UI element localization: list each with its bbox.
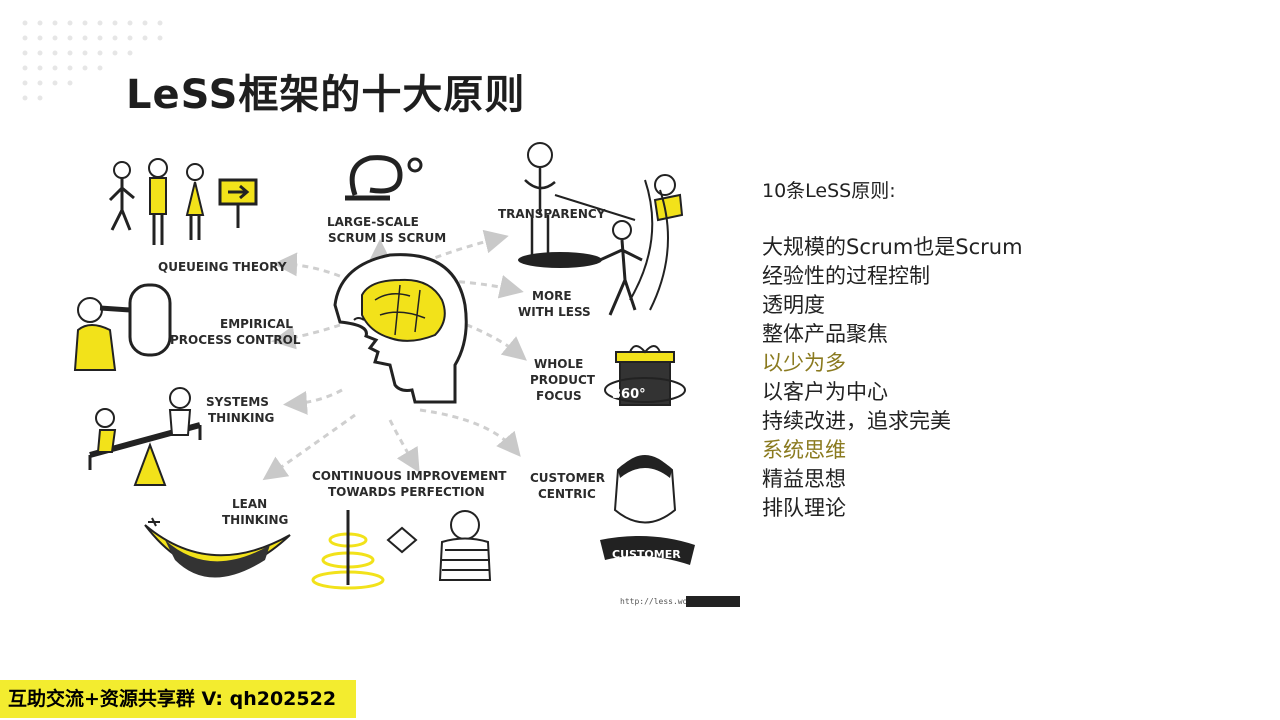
label-customer-2: CENTRIC: [538, 487, 596, 501]
label-empirical-1: EMPIRICAL: [220, 317, 293, 331]
principle-item: 持续改进，追求完美: [762, 409, 951, 433]
label-whole-product-1: WHOLE: [534, 357, 583, 371]
source-badge: [686, 596, 740, 607]
transparency-figure: [518, 142, 636, 268]
customer-figure: CUSTOMER: [600, 455, 695, 565]
label-transparency: TRANSPARENCY: [498, 207, 606, 221]
principle-item: 精益思想: [762, 467, 846, 491]
principle-item: 大规模的Scrum也是Scrum: [762, 235, 1023, 259]
continuous-improvement-figure: [311, 510, 492, 590]
label-whole-product-2: PRODUCT: [530, 373, 596, 387]
principles-list: 大规模的Scrum也是Scrum 经验性的过程控制 透明度 整体产品聚焦 以少为…: [762, 233, 1182, 523]
principle-item: 透明度: [762, 293, 825, 317]
principles-panel: 10条LeSS原则: 大规模的Scrum也是Scrum 经验性的过程控制 透明度…: [762, 176, 1182, 523]
principles-heading: 10条LeSS原则:: [762, 180, 896, 202]
label-lean-2: THINKING: [222, 513, 288, 527]
less-principles-illustration: 360° CUSTOMER QUEUEING THEORY LARGE-SCAL…: [70, 140, 750, 610]
label-whole-product-3: FOCUS: [536, 389, 582, 403]
label-customer-1: CUSTOMER: [530, 471, 605, 485]
scrum-cycle-icon: [345, 155, 423, 201]
gift-box-figure: 360°: [604, 345, 686, 406]
footer-banner: 互助交流+资源共享群 V: qh202522: [0, 680, 356, 718]
customer-banner-text: CUSTOMER: [612, 548, 681, 561]
label-empirical-2: PROCESS CONTROL: [170, 333, 301, 347]
label-more-less-2: WITH LESS: [518, 305, 591, 319]
queueing-figures: [108, 158, 258, 245]
label-queueing-theory: QUEUEING THEORY: [158, 260, 287, 274]
principle-item: 排队理论: [762, 496, 846, 520]
label-continuous-2: TOWARDS PERFECTION: [328, 485, 485, 499]
label-more-less-1: MORE: [532, 289, 572, 303]
source-url: http://less.works: [620, 597, 702, 606]
principle-item-highlighted: 系统思维: [762, 438, 846, 462]
label-continuous-1: CONTINUOUS IMPROVEMENT: [312, 469, 507, 483]
principle-item: 整体产品聚焦: [762, 322, 888, 346]
principle-item: 经验性的过程控制: [762, 264, 930, 288]
head-brain-figure: [333, 253, 468, 404]
gift-badge-text: 360°: [612, 387, 646, 402]
principle-item: 以客户为中心: [762, 380, 888, 404]
label-systems-1: SYSTEMS: [206, 395, 269, 409]
principle-item-highlighted: 以少为多: [762, 351, 846, 375]
label-large-scale-2: SCRUM IS SCRUM: [328, 231, 446, 245]
label-systems-2: THINKING: [208, 411, 274, 425]
slide-title: LeSS框架的十大原则: [126, 72, 526, 118]
empirical-figure: [73, 283, 172, 371]
label-large-scale-1: LARGE-SCALE: [327, 215, 419, 229]
banana-boat-figure: [144, 517, 291, 578]
label-lean-1: LEAN: [232, 497, 267, 511]
dot-pattern-decoration: [22, 20, 163, 101]
systems-seesaw-figure: [88, 387, 202, 486]
runners-figure: [599, 174, 684, 316]
